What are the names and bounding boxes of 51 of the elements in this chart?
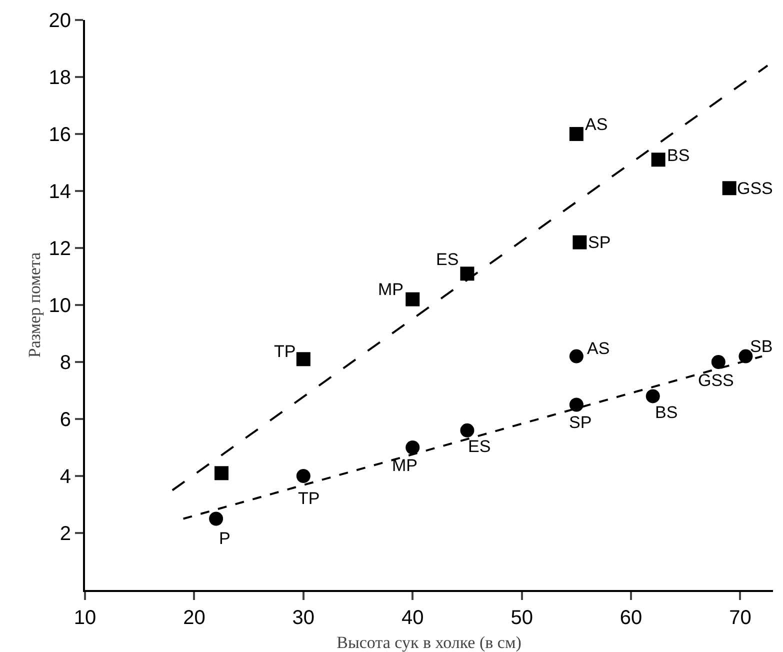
annotation: MP xyxy=(392,456,418,475)
point xyxy=(209,512,224,526)
point xyxy=(406,440,420,454)
y-axis-title: Размер помета xyxy=(25,252,44,358)
y-tick-label: 18 xyxy=(48,67,71,89)
x-tick-label: 60 xyxy=(620,607,642,629)
point xyxy=(460,423,474,438)
point xyxy=(569,398,584,412)
annotation: TP xyxy=(298,489,320,508)
x-tick-label: 30 xyxy=(292,607,315,629)
x-tick-label: 50 xyxy=(510,607,533,629)
annotation: GSS xyxy=(698,371,734,390)
point xyxy=(569,127,584,141)
annotation: MP xyxy=(378,280,404,299)
annotation: GSS xyxy=(737,179,773,198)
annotation: ES xyxy=(436,250,459,269)
annotation: AS xyxy=(587,339,610,358)
point xyxy=(296,469,310,483)
y-tick-label: 2 xyxy=(60,523,71,545)
x-tick-label: 40 xyxy=(401,607,424,629)
point xyxy=(214,466,229,480)
y-tick-label: 20 xyxy=(48,10,71,32)
y-tick-label: 16 xyxy=(48,124,71,146)
annotation: BS xyxy=(667,146,690,165)
annotation: SP xyxy=(569,413,592,432)
point xyxy=(406,292,420,306)
y-tick-label: 6 xyxy=(60,409,71,431)
x-tick-label: 10 xyxy=(74,607,96,629)
point xyxy=(711,355,726,369)
point xyxy=(646,389,660,404)
annotation: ES xyxy=(468,437,491,456)
point xyxy=(722,181,736,196)
y-tick-label: 14 xyxy=(48,181,71,203)
y-tick-label: 10 xyxy=(48,295,71,317)
annotation: TP xyxy=(274,342,296,361)
annotation: SP xyxy=(588,233,611,252)
point xyxy=(460,266,474,281)
y-tick-label: 8 xyxy=(60,352,71,374)
y-tick-label: 4 xyxy=(60,466,71,488)
x-tick-label: 20 xyxy=(183,607,206,629)
point xyxy=(569,349,584,364)
annotation: BS xyxy=(655,403,678,422)
x-tick-label: 70 xyxy=(729,607,752,629)
point xyxy=(651,152,666,167)
x-axis-title: Высота сук в холке (в см) xyxy=(336,633,522,652)
annotation: P xyxy=(219,529,230,548)
annotation: SB xyxy=(750,337,773,356)
y-tick-label: 12 xyxy=(48,238,71,260)
annotation: AS xyxy=(585,115,608,134)
point xyxy=(296,352,310,366)
point xyxy=(572,235,587,250)
